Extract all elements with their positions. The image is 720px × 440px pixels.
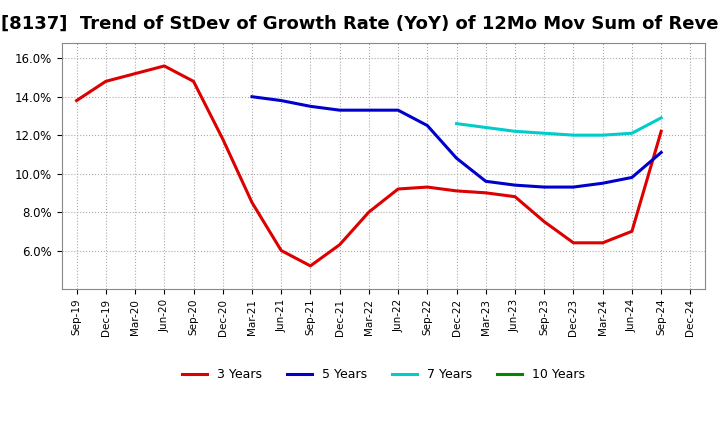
Title: [8137]  Trend of StDev of Growth Rate (YoY) of 12Mo Mov Sum of Revenues: [8137] Trend of StDev of Growth Rate (Yo…: [1, 15, 720, 33]
Legend: 3 Years, 5 Years, 7 Years, 10 Years: 3 Years, 5 Years, 7 Years, 10 Years: [177, 363, 590, 386]
